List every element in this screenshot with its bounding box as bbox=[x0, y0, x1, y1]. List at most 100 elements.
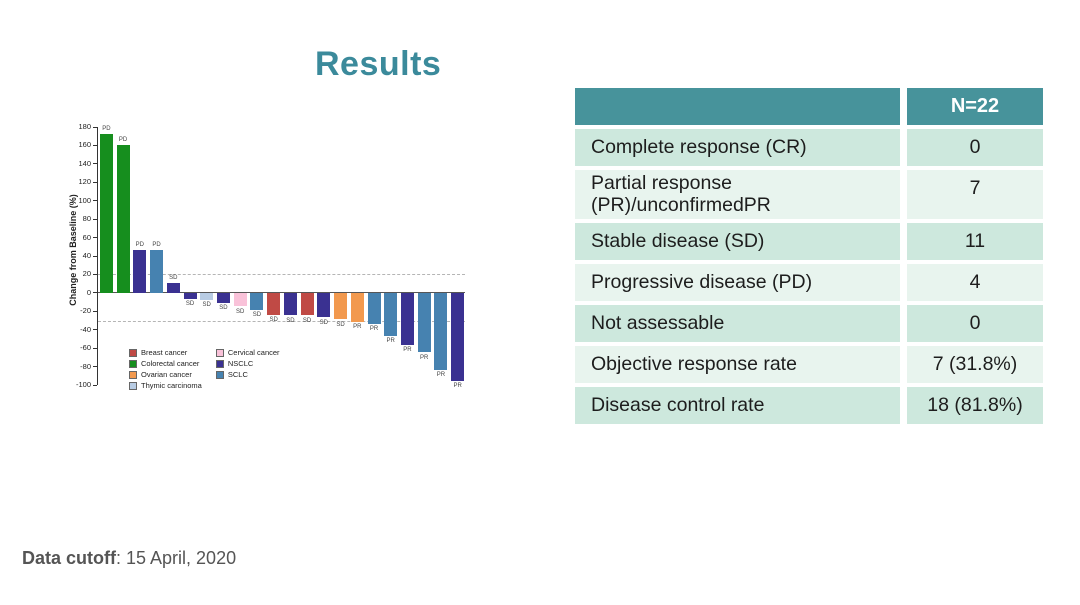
waterfall-bar bbox=[417, 293, 431, 353]
table-row-label: Disease control rate bbox=[575, 386, 900, 424]
legend-swatch-icon bbox=[215, 349, 224, 357]
y-tick-label: 180 bbox=[78, 122, 91, 131]
legend-item: Colorectal cancer bbox=[129, 360, 202, 368]
zero-baseline bbox=[98, 292, 465, 294]
y-tick-label: 40 bbox=[82, 251, 91, 260]
table-row: Objective response rate 7 (31.8%) bbox=[575, 345, 1043, 383]
y-axis-title: Change from Baseline (%) bbox=[68, 194, 78, 306]
reference-line bbox=[98, 320, 465, 322]
waterfall-bar bbox=[150, 250, 164, 293]
page-title: Results bbox=[315, 45, 442, 83]
bar-response-label: SD bbox=[302, 317, 312, 324]
legend-swatch-icon bbox=[215, 371, 224, 379]
table-row-value: 7 (31.8%) bbox=[907, 345, 1043, 383]
bar-response-label: PR bbox=[436, 372, 446, 379]
table-column-gap bbox=[900, 88, 907, 125]
table-row: Partial response (PR)/unconfirmedPR 7 bbox=[575, 170, 1043, 219]
waterfall-bar bbox=[400, 293, 414, 345]
table-header-value: N=22 bbox=[907, 88, 1043, 125]
legend-swatch-icon bbox=[129, 371, 137, 379]
legend-column: Breast cancer Colorectal cancer Ovarian ca… bbox=[129, 349, 202, 390]
waterfall-bar bbox=[367, 293, 381, 324]
bar-response-label: SD bbox=[169, 274, 178, 281]
table-row-label: Not assessable bbox=[575, 304, 900, 342]
legend-item: Ovarian cancer bbox=[129, 371, 202, 379]
reference-line bbox=[98, 274, 465, 276]
y-tick-label: -40 bbox=[80, 324, 91, 334]
y-axis-line bbox=[97, 127, 98, 385]
table-row-label: Progressive disease (PD) bbox=[575, 263, 900, 301]
table-row-label: Objective response rate bbox=[575, 345, 900, 383]
table-row: Disease control rate 18 (81.8%) bbox=[575, 386, 1043, 424]
bar-response-label: PR bbox=[453, 383, 462, 390]
table-row-value: 4 bbox=[907, 263, 1043, 301]
bar-response-label: PD bbox=[102, 126, 111, 133]
legend-item: SCLC bbox=[215, 371, 280, 379]
legend-label: Thymic carcinoma bbox=[141, 381, 202, 390]
waterfall-bar bbox=[183, 293, 197, 299]
legend-label: Breast cancer bbox=[141, 348, 188, 357]
waterfall-bar bbox=[334, 293, 348, 320]
table-column-gap bbox=[900, 304, 907, 342]
y-tick-label: 80 bbox=[82, 214, 91, 224]
bar-response-label: PD bbox=[118, 136, 128, 143]
waterfall-bar bbox=[317, 293, 331, 318]
y-tick-mark bbox=[93, 218, 97, 220]
legend-swatch-icon bbox=[215, 360, 224, 368]
y-tick-mark bbox=[93, 384, 97, 386]
y-tick-label: -80 bbox=[80, 361, 91, 371]
y-tick-label: -20 bbox=[80, 306, 91, 316]
y-tick-label: 120 bbox=[78, 177, 91, 187]
y-tick-label: 140 bbox=[78, 158, 91, 168]
table-row-value: 0 bbox=[907, 304, 1043, 342]
y-tick-label: 100 bbox=[78, 195, 91, 205]
waterfall-bar bbox=[200, 293, 214, 300]
y-tick-mark bbox=[93, 329, 97, 331]
bar-response-label: SD bbox=[219, 305, 228, 312]
y-tick-mark bbox=[93, 292, 97, 294]
waterfall-bar bbox=[384, 293, 398, 336]
y-tick-mark bbox=[93, 273, 97, 275]
legend-label: Ovarian cancer bbox=[141, 370, 192, 379]
y-tick-label: -100 bbox=[75, 380, 91, 389]
table-header-label bbox=[575, 88, 900, 125]
table-column-gap bbox=[900, 386, 907, 424]
data-cutoff-label: Data cutoff bbox=[22, 548, 116, 568]
table-row: Not assessable 0 bbox=[575, 304, 1043, 342]
y-tick-mark bbox=[93, 163, 97, 165]
bar-response-label: PR bbox=[420, 354, 429, 361]
y-tick-mark bbox=[93, 310, 97, 312]
legend-item: Thymic carcinoma bbox=[129, 382, 202, 390]
y-tick-mark bbox=[93, 366, 97, 368]
waterfall-bar bbox=[451, 293, 465, 381]
table-row: Complete response (CR) 0 bbox=[575, 129, 1043, 166]
legend-label: NSCLC bbox=[227, 359, 254, 368]
chart-plot: 180 160 140 120 100 80 60 40 20 0 -20 -40 -60 -80 -100… bbox=[76, 123, 465, 390]
bar-response-label: SD bbox=[269, 317, 278, 324]
waterfall-chart: Change from Baseline (%) 180 160 140 120 100… bbox=[55, 115, 495, 415]
bar-response-label: SD bbox=[286, 317, 295, 324]
bar-response-label: PR bbox=[369, 326, 379, 333]
bar-response-label: PR bbox=[353, 324, 362, 331]
y-tick-label: 160 bbox=[78, 140, 91, 150]
legend-label: Cervical cancer bbox=[227, 348, 280, 357]
waterfall-bar bbox=[216, 293, 230, 303]
table-row-value: 18 (81.8%) bbox=[907, 386, 1043, 424]
waterfall-bar bbox=[267, 293, 281, 315]
y-tick-label: -60 bbox=[80, 343, 91, 353]
y-tick-label: 20 bbox=[82, 269, 91, 279]
table-header-row: N=22 bbox=[575, 88, 1043, 125]
y-tick-mark bbox=[93, 144, 97, 146]
bar-response-label: SD bbox=[202, 302, 211, 309]
waterfall-bar bbox=[233, 293, 247, 307]
waterfall-bar bbox=[116, 144, 130, 293]
chart-legend: Breast cancer Colorectal cancer Ovarian ca… bbox=[129, 349, 280, 390]
y-tick-mark bbox=[93, 181, 97, 183]
waterfall-bar bbox=[250, 293, 264, 310]
bar-response-label: PD bbox=[152, 242, 161, 249]
bar-response-label: PR bbox=[403, 347, 412, 354]
table-row-value: 0 bbox=[907, 129, 1043, 166]
bar-response-label: SD bbox=[319, 319, 328, 326]
table-row: Progressive disease (PD) 4 bbox=[575, 263, 1043, 301]
bar-response-label: SD bbox=[252, 312, 262, 319]
